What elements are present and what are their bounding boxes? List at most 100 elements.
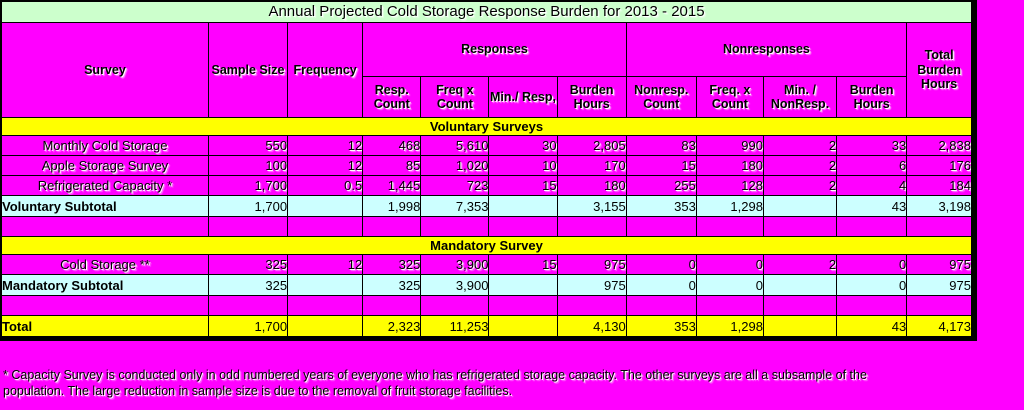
value-cell: 176 (906, 155, 975, 176)
section-row: Voluntary Surveys (0, 117, 975, 136)
blank-row (0, 216, 975, 237)
burden-table-container: Annual Projected Cold Storage Response B… (0, 0, 977, 341)
header-responses-group: Responses (362, 22, 627, 77)
header-survey: Survey (0, 22, 209, 118)
header-nonresp-count: Nonresp. Count (625, 76, 697, 118)
value-cell: 3,198 (906, 195, 975, 217)
blank-cell (625, 216, 697, 237)
value-cell: 33 (836, 135, 908, 156)
value-cell: 0 (695, 254, 764, 275)
value-cell: 180 (556, 175, 627, 196)
value-cell: 0 (836, 274, 908, 296)
value-cell: 100 (207, 155, 289, 176)
value-cell: 15 (625, 155, 697, 176)
value-cell: 1,998 (362, 195, 422, 217)
value-cell: 30 (488, 135, 558, 156)
blank-cell (287, 295, 364, 316)
value-cell: 3,900 (420, 254, 490, 275)
section-row: Mandatory Survey (0, 236, 975, 255)
footnote-line-1: * Capacity Survey is conducted only in o… (3, 368, 867, 382)
value-cell: 550 (207, 135, 289, 156)
value-cell (488, 274, 558, 296)
value-cell: 1,700 (207, 195, 289, 217)
value-cell: 180 (695, 155, 764, 176)
value-cell: 83 (625, 135, 697, 156)
value-cell: 2 (762, 175, 838, 196)
header-burden-hours-nonresp: Burden Hours (836, 76, 908, 118)
blank-cell (287, 216, 364, 237)
value-cell: 353 (625, 315, 697, 339)
blank-cell (362, 295, 422, 316)
blank-cell (836, 216, 908, 237)
blank-cell (762, 216, 838, 237)
value-cell: 4 (836, 175, 908, 196)
footnote: * Capacity Survey is conducted only in o… (3, 368, 963, 399)
value-cell: 325 (207, 274, 289, 296)
value-cell: 468 (362, 135, 422, 156)
blank-cell (695, 295, 764, 316)
blank-cell (0, 216, 209, 237)
value-cell: 5,610 (420, 135, 490, 156)
header-min-per-nonresp: Min. / NonResp. (762, 76, 838, 118)
value-cell: 975 (906, 274, 975, 296)
data-row: Cold Storage ** 325 12 325 3,900 15 975 0 0 2 0 975 (0, 254, 975, 275)
value-cell: 4,130 (556, 315, 627, 339)
row-label-cell: Cold Storage ** (0, 254, 209, 275)
blank-cell (488, 216, 558, 237)
value-cell: 15 (488, 254, 558, 275)
value-cell: 0.5 (287, 175, 364, 196)
value-cell: 325 (362, 254, 422, 275)
value-cell: 0 (625, 274, 697, 296)
data-row: Monthly Cold Storage 550 12 468 5,610 30 2,805… (0, 135, 975, 156)
value-cell: 15 (488, 175, 558, 196)
row-label-cell: Total (0, 315, 209, 339)
blank-cell (488, 295, 558, 316)
value-cell: 0 (625, 254, 697, 275)
header-frequency: Frequency (287, 22, 364, 118)
value-cell: 12 (287, 155, 364, 176)
data-row: Refrigerated Capacity * 1,700 0.5 1,445 723 1… (0, 175, 975, 196)
value-cell: 4,173 (906, 315, 975, 339)
value-cell: 85 (362, 155, 422, 176)
section-band-label: Voluntary Surveys (0, 117, 975, 136)
value-cell: 11,253 (420, 315, 490, 339)
value-cell: 1,298 (695, 315, 764, 339)
total-row: Total 1,700 2,323 11,253 4,130 353 1,298 43 4,17… (0, 315, 975, 339)
value-cell: 12 (287, 254, 364, 275)
value-cell: 1,298 (695, 195, 764, 217)
value-cell: 975 (556, 274, 627, 296)
value-cell (488, 315, 558, 339)
value-cell (287, 274, 364, 296)
header-burden-hours-resp: Burden Hours (556, 76, 627, 118)
table-title-row: Annual Projected Cold Storage Response B… (0, 0, 975, 23)
blank-cell (420, 295, 490, 316)
row-label-cell: Apple Storage Survey (0, 155, 209, 176)
subtotal-row: Mandatory Subtotal 325 325 3,900 975 0 0 0 975 (0, 274, 975, 296)
burden-table: Annual Projected Cold Storage Response B… (0, 0, 977, 341)
blank-cell (556, 295, 627, 316)
value-cell: 325 (207, 254, 289, 275)
value-cell: 7,353 (420, 195, 490, 217)
header-nonresponses-group: Nonresponses (625, 22, 908, 77)
blank-cell (362, 216, 422, 237)
value-cell: 975 (556, 254, 627, 275)
row-label-cell: Refrigerated Capacity * (0, 175, 209, 196)
value-cell (762, 315, 838, 339)
value-cell: 0 (695, 274, 764, 296)
header-sub-row: Resp. Count Freq x Count Min./ Resp, Bur… (1, 76, 974, 118)
value-cell (762, 274, 838, 296)
value-cell: 6 (836, 155, 908, 176)
row-label-cell: Voluntary Subtotal (0, 195, 209, 217)
section-band-label: Mandatory Survey (0, 236, 975, 255)
value-cell: 255 (625, 175, 697, 196)
row-label-cell: Mandatory Subtotal (0, 274, 209, 296)
value-cell: 12 (287, 135, 364, 156)
value-cell (287, 315, 364, 339)
value-cell: 2,323 (362, 315, 422, 339)
footnote-line-2: population. The large reduction in sampl… (3, 383, 513, 398)
blank-row (0, 295, 975, 316)
value-cell: 170 (556, 155, 627, 176)
blank-cell (906, 216, 975, 237)
value-cell (762, 195, 838, 217)
value-cell: 2,805 (556, 135, 627, 156)
